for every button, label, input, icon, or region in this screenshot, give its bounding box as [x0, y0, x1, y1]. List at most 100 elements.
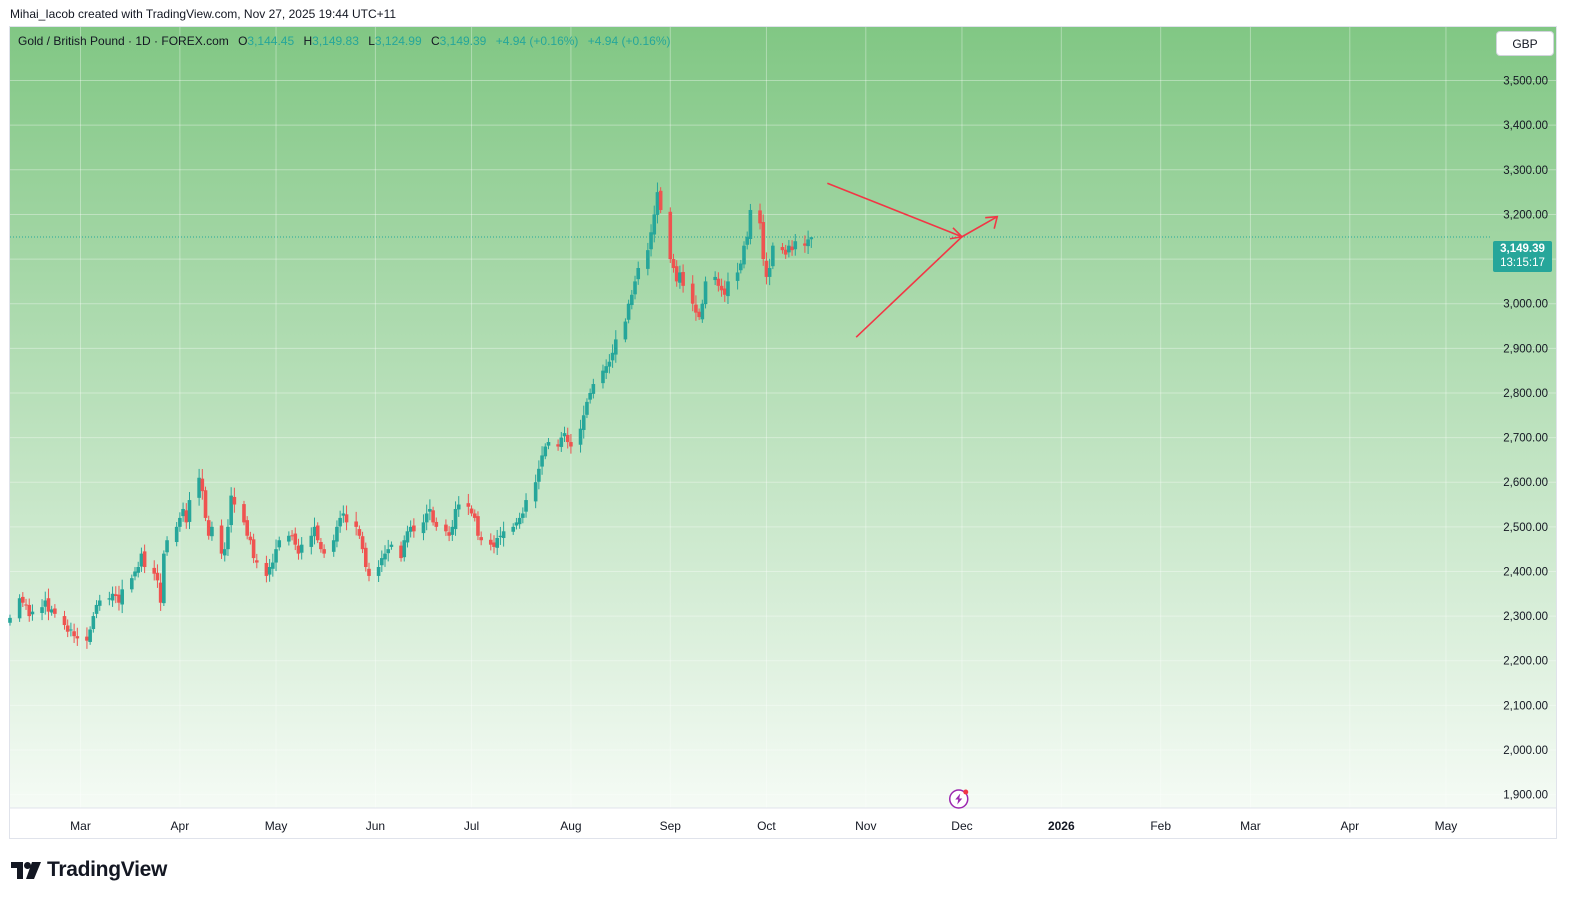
- candle-body: [578, 428, 583, 445]
- candle-body: [178, 517, 182, 527]
- candle-body: [626, 303, 631, 320]
- candle-body: [783, 249, 788, 255]
- change-value-secondary: +4.94 (+0.16%): [587, 34, 671, 48]
- candle-body: [402, 540, 407, 558]
- candle-body: [91, 616, 96, 630]
- time-axis[interactable]: Mar Apr May Jun Jul Aug Sep Oct Nov Dec 2026 Feb Mar…: [10, 807, 1556, 833]
- candle-body: [610, 352, 615, 361]
- candle-body: [226, 526, 230, 550]
- candle-body: [604, 366, 608, 373]
- candle-body: [30, 611, 35, 615]
- high-label: H: [303, 34, 313, 48]
- candle-body: [181, 508, 185, 517]
- triangle-upper-line[interactable]: [827, 182, 963, 238]
- candle-body: [206, 520, 211, 536]
- candle-body: [309, 535, 314, 547]
- candle-body: [809, 237, 814, 240]
- time-tick-label: Apr: [1340, 819, 1359, 833]
- candle-body: [383, 553, 387, 560]
- last-price-value: 3,149.39: [1500, 243, 1545, 255]
- tradingview-logo[interactable]: TradingView: [11, 857, 167, 883]
- candle-body: [748, 209, 753, 239]
- candle-body: [255, 560, 259, 563]
- candle-body: [771, 245, 775, 267]
- open-value: 3,144.45: [247, 34, 295, 48]
- candle-body: [75, 636, 80, 639]
- time-tick-label: May: [1435, 819, 1458, 833]
- candle-body: [780, 247, 785, 251]
- candle-body: [498, 535, 503, 538]
- time-tick-label: Mar: [1240, 819, 1261, 833]
- chart-grid: [10, 27, 1556, 808]
- candle-body: [197, 477, 201, 498]
- candle-body: [479, 537, 483, 541]
- candle-body: [521, 513, 525, 518]
- candle-body: [49, 609, 54, 613]
- candle-body: [668, 211, 673, 260]
- candle-body: [716, 278, 721, 286]
- last-price-label: 3,149.39 13:15:17: [1493, 241, 1552, 272]
- candle-body: [312, 526, 317, 537]
- chart-area[interactable]: [9, 26, 1557, 839]
- time-tick-label: Feb: [1150, 819, 1171, 833]
- candle-body: [787, 245, 791, 253]
- candle-body: [335, 526, 339, 542]
- candle-body: [767, 267, 772, 277]
- candle-body: [428, 508, 432, 512]
- candle-body: [735, 272, 740, 281]
- candle-body: [232, 496, 237, 505]
- candle-body: [607, 361, 612, 367]
- candle-body: [540, 455, 544, 467]
- candle-body: [174, 526, 179, 543]
- candle-body: [633, 281, 637, 295]
- candle-body: [46, 598, 51, 612]
- candle-body: [8, 617, 12, 623]
- candle-body: [187, 500, 192, 522]
- candle-body: [524, 500, 528, 512]
- triangle-lower-line[interactable]: [855, 236, 963, 338]
- candle-body: [450, 526, 455, 535]
- candle-body: [803, 243, 807, 246]
- candle-body: [158, 582, 163, 603]
- candle-body: [649, 232, 653, 250]
- time-tick-label: Sep: [660, 819, 682, 833]
- candle-body: [431, 510, 435, 523]
- time-tick-label: Apr: [171, 819, 190, 833]
- price-tick-label: 2,700.00: [1503, 433, 1548, 445]
- candle-body: [142, 551, 147, 568]
- candle-body: [546, 442, 551, 446]
- candle-body: [700, 303, 705, 320]
- candle-body: [488, 539, 493, 545]
- candle-body: [623, 321, 628, 340]
- chart-background: [10, 27, 1556, 808]
- candle-body: [472, 513, 477, 518]
- candle-body: [434, 521, 439, 527]
- price-tick-label: 2,500.00: [1503, 522, 1548, 534]
- candle-body: [681, 272, 685, 286]
- candle-body: [162, 553, 166, 604]
- candle-body: [94, 604, 99, 614]
- candle-body: [386, 549, 391, 554]
- lightning-icon[interactable]: [949, 789, 969, 809]
- candle-body: [367, 568, 371, 576]
- breakout-arrow-line[interactable]: [961, 215, 998, 238]
- time-tick-label: Aug: [560, 819, 581, 833]
- candle-body: [790, 246, 794, 251]
- candle-body: [569, 442, 573, 447]
- candle-body: [338, 517, 342, 527]
- candle-body: [501, 531, 506, 538]
- price-tick-label: 1,900.00: [1503, 790, 1548, 802]
- price-tick-label: 2,100.00: [1503, 700, 1548, 712]
- event-dot: [963, 789, 969, 795]
- triangle-pattern-drawing[interactable]: [827, 182, 999, 338]
- candle-body: [315, 525, 320, 541]
- candle-body: [139, 553, 144, 567]
- currency-button[interactable]: GBP: [1496, 31, 1554, 56]
- candle-body: [713, 276, 717, 281]
- candle-body: [229, 495, 233, 526]
- candle-body: [357, 529, 362, 536]
- candle-body: [113, 594, 118, 597]
- candle-body: [43, 600, 48, 607]
- candle-body: [591, 384, 596, 394]
